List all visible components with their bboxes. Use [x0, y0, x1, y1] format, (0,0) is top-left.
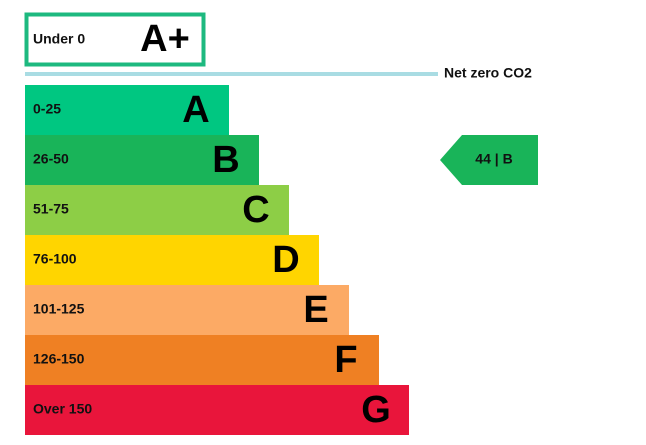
- rating-label: 44 | B: [475, 151, 512, 167]
- band-bar: [25, 285, 349, 335]
- band-range: 101-125: [33, 301, 85, 317]
- band-bar: [25, 385, 409, 435]
- band-letter: A: [182, 89, 209, 131]
- band-range: 51-75: [33, 201, 69, 217]
- band-letter: G: [361, 389, 391, 431]
- top-band-letter: A+: [140, 18, 190, 60]
- band-range: 126-150: [33, 351, 85, 367]
- band-bar: [25, 235, 319, 285]
- band-bar: [25, 135, 259, 185]
- top-band-range: Under 0: [33, 31, 85, 47]
- band-range: 26-50: [33, 151, 69, 167]
- band-range: 76-100: [33, 251, 77, 267]
- rating-arrow: [440, 135, 538, 185]
- top-band-box: [24, 12, 206, 67]
- band-letter: C: [242, 189, 269, 231]
- band-letter: D: [272, 239, 299, 281]
- band-letter: B: [212, 139, 239, 181]
- net-zero-label: Net zero CO2: [444, 65, 532, 81]
- band-bar: [25, 335, 379, 385]
- band-bar: [25, 85, 229, 135]
- band-range: Over 150: [33, 401, 92, 417]
- band-letter: F: [334, 339, 357, 381]
- band-range: 0-25: [33, 101, 61, 117]
- band-letter: E: [303, 289, 328, 331]
- band-bar: [25, 185, 289, 235]
